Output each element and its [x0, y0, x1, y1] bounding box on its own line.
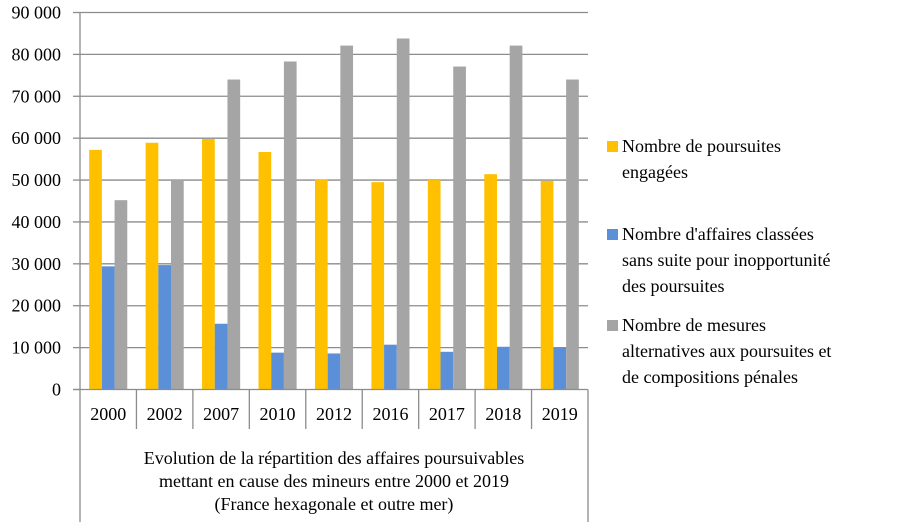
bar: [89, 149, 102, 390]
y-tick-label: 50 000: [12, 170, 62, 190]
bar: [427, 180, 441, 390]
bar: [114, 200, 128, 390]
x-tick-label: 2012: [316, 404, 352, 424]
x-axis-title-line: (France hexagonale et outre mer): [215, 494, 454, 515]
x-axis-title: Evolution de la répartition des affaires…: [144, 448, 525, 515]
bar: [484, 174, 497, 390]
bar: [553, 347, 567, 390]
bar: [202, 139, 215, 390]
y-tick-label: 40 000: [12, 212, 62, 232]
legend-item-classees: Nombre d'affaires classées sans suite po…: [607, 221, 917, 299]
bar: [371, 182, 385, 390]
bar: [453, 66, 466, 390]
legend-label-line: engagées: [622, 162, 688, 182]
x-tick-label: 2016: [372, 404, 408, 424]
bar: [540, 180, 554, 390]
bar: [440, 351, 454, 390]
y-tick-label: 10 000: [12, 338, 62, 358]
legend-swatch-poursuites: [607, 141, 618, 152]
bars: [89, 38, 579, 390]
x-tick-label: 2007: [203, 404, 239, 424]
x-tick-label: 2018: [485, 404, 521, 424]
x-axis-title-line: Evolution de la répartition des affaires…: [144, 448, 525, 468]
y-axis-ticks: 0 10 000 20 000 30 000 40 000 50 000 60 000 70 …: [12, 3, 80, 400]
legend-swatch-mesures: [607, 320, 618, 331]
bar: [384, 344, 397, 390]
y-tick-label: 0: [52, 380, 61, 400]
x-tick-label: 2002: [147, 404, 183, 424]
bar: [258, 151, 272, 390]
legend-item-mesures: Nombre de mesures alternatives aux pours…: [607, 312, 917, 390]
bar: [396, 38, 410, 390]
bar: [271, 352, 284, 390]
legend-label-line: Nombre de mesures: [622, 315, 766, 335]
y-tick-label: 30 000: [12, 254, 62, 274]
legend-label-line: Nombre d'affaires classées: [622, 224, 814, 244]
bar: [327, 353, 341, 390]
x-axis-ticks: 2000 2002 2007 2010 2012 2016 2017 2018 2019: [90, 404, 578, 424]
x-axis-title-line: mettant en cause des mineurs entre 2000 …: [159, 471, 509, 491]
x-tick-label: 2010: [260, 404, 296, 424]
bar: [496, 346, 510, 390]
bar: [566, 79, 579, 390]
legend-label-line: Nombre de poursuites: [622, 136, 781, 156]
bar: [171, 180, 184, 390]
legend-item-poursuites: Nombre de poursuites engagées: [607, 133, 917, 185]
legend-swatch-classees: [607, 229, 618, 240]
bar: [145, 142, 159, 390]
bar: [314, 179, 328, 390]
y-tick-label: 90 000: [12, 3, 62, 23]
legend-label-line: de compositions pénales: [622, 367, 798, 387]
bar: [158, 265, 172, 390]
axes: [73, 12, 589, 522]
y-tick-label: 70 000: [12, 86, 62, 106]
bar: [509, 45, 523, 390]
legend-label-line: des poursuites: [622, 276, 725, 296]
x-tick-label: 2019: [542, 404, 578, 424]
x-tick-label: 2000: [90, 404, 126, 424]
bar: [214, 323, 228, 390]
y-tick-label: 60 000: [12, 128, 62, 148]
bar: [283, 61, 297, 390]
y-tick-label: 80 000: [12, 44, 62, 64]
legend-label-line: alternatives aux poursuites et: [622, 341, 832, 361]
x-tick-label: 2017: [429, 404, 465, 424]
bar: [101, 266, 115, 390]
bar: [340, 45, 354, 390]
bar: [227, 79, 241, 390]
y-tick-label: 20 000: [12, 296, 62, 316]
legend-label-line: sans suite pour inopportunité: [622, 250, 831, 270]
